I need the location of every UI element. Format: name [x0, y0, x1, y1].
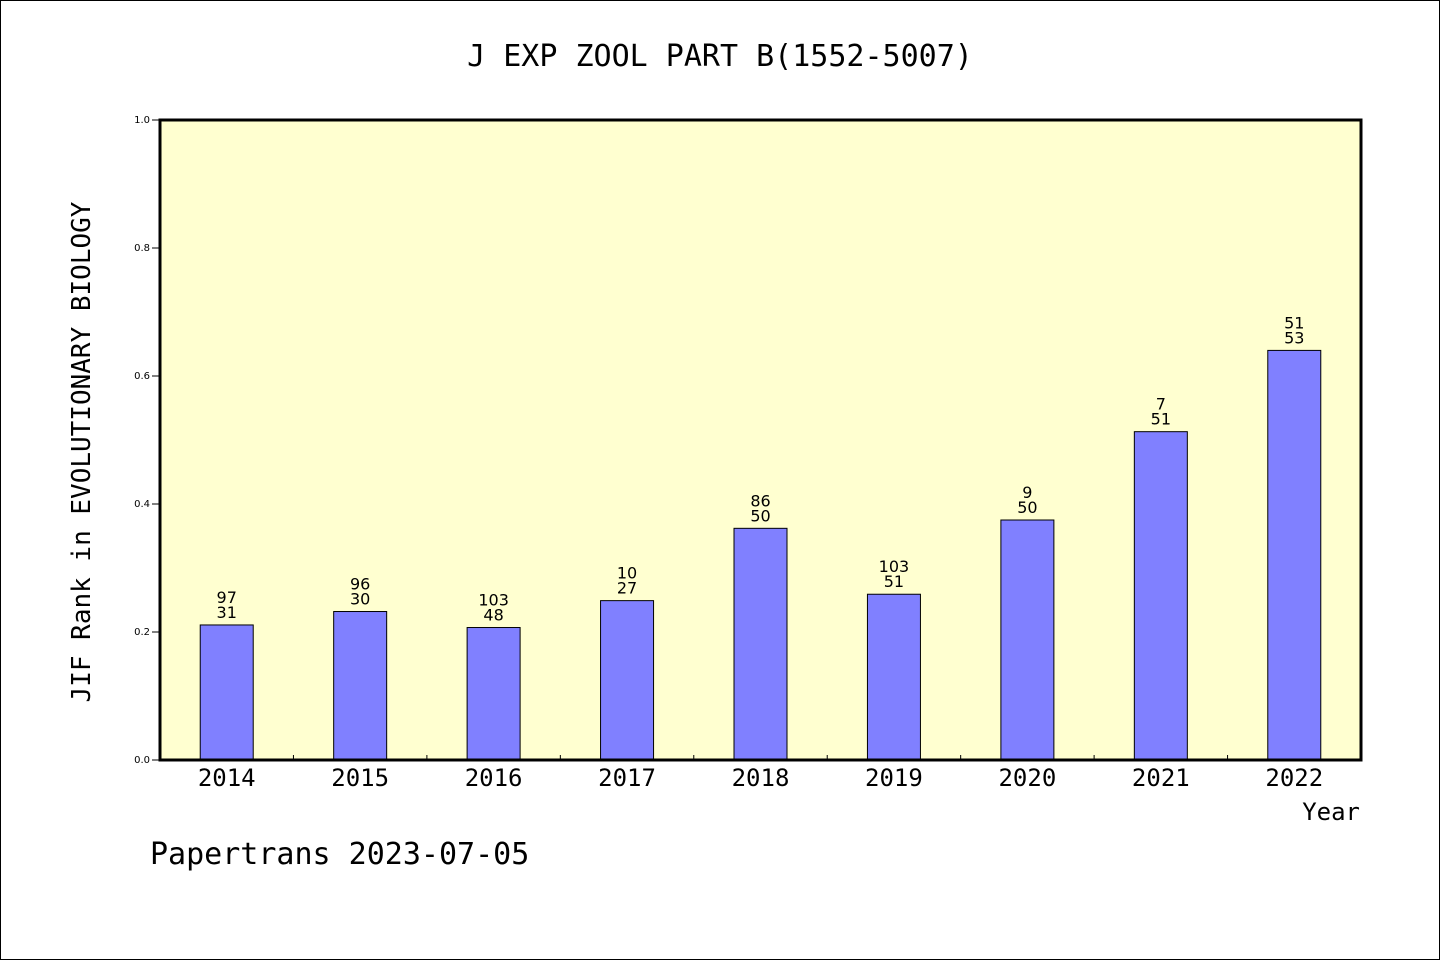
bar-2015	[333, 611, 388, 761]
data-label-bottom: 51	[1151, 410, 1171, 429]
bar-2021	[1133, 431, 1188, 761]
y-tick-label: 0.4	[134, 499, 150, 510]
x-axis: 2014 2015 2016 2017 2018 2019 2020 2021 2022	[198, 755, 1323, 792]
data-label-bottom: 48	[483, 606, 503, 625]
x-tick-label: 2017	[598, 764, 656, 792]
bar-2018	[733, 527, 788, 761]
bar-2014	[199, 624, 254, 761]
y-axis-label: JIF Rank in EVOLUTIONARY BIOLOGY	[67, 201, 97, 702]
x-axis-label: Year	[1302, 798, 1360, 826]
data-label-bottom: 31	[217, 603, 237, 622]
bar-2022	[1267, 349, 1322, 761]
data-label-top: 10	[617, 564, 637, 583]
x-tick-label: 2016	[465, 764, 523, 792]
bar-2019	[866, 593, 921, 761]
y-tick-label: 0.0	[134, 755, 150, 766]
x-tick-label: 2014	[198, 764, 256, 792]
footer-text: Papertrans 2023-07-05	[150, 837, 529, 872]
x-tick-label: 2020	[998, 764, 1056, 792]
bar-2020	[1000, 519, 1055, 761]
y-tick-label: 1.0	[134, 115, 150, 126]
data-label-top: 103	[478, 591, 509, 610]
data-label-bottom: 51	[884, 572, 904, 591]
y-tick-label: 0.8	[134, 243, 150, 254]
data-label-bottom: 53	[1284, 328, 1304, 347]
x-tick-label: 2022	[1265, 764, 1323, 792]
data-label-bottom: 50	[750, 506, 770, 525]
x-tick-label: 2021	[1132, 764, 1190, 792]
data-label-top: 96	[350, 575, 370, 594]
data-label-top: 103	[879, 557, 910, 576]
y-tick-label: 0.6	[134, 371, 150, 382]
data-label-bottom: 50	[1017, 498, 1037, 517]
data-label-top: 97	[217, 588, 237, 607]
bar-2016	[466, 627, 521, 761]
x-tick-label: 2015	[331, 764, 389, 792]
chart-title: J EXP ZOOL PART B(1552-5007)	[467, 39, 973, 74]
y-axis: 0.0 0.2 0.4 0.6 0.8 1.0	[134, 115, 160, 766]
x-tick-label: 2019	[865, 764, 923, 792]
y-tick-label: 0.2	[134, 627, 150, 638]
data-label-bottom: 30	[350, 590, 370, 609]
data-label-top: 7	[1156, 395, 1166, 414]
plot-border	[158, 118, 1363, 762]
data-label-bottom: 27	[617, 579, 637, 598]
bars	[199, 349, 1322, 761]
data-label-top: 51	[1284, 313, 1304, 332]
data-label-top: 9	[1022, 483, 1032, 502]
x-tick-label: 2018	[732, 764, 790, 792]
data-label-top: 86	[750, 491, 770, 510]
bar-2017	[600, 600, 655, 761]
